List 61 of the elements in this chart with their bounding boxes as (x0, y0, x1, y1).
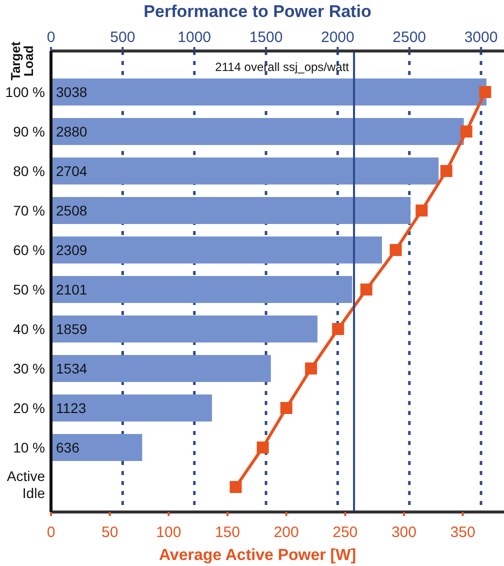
y-tick-label: 40 % (13, 321, 45, 337)
point (280, 402, 292, 414)
bar (51, 394, 212, 422)
x2-axis-title: Average Active Power [W] (158, 547, 356, 564)
x2-tick-label: 50 (101, 524, 118, 541)
data-label: 3038 (56, 84, 88, 100)
y-tick-label: 80 % (13, 163, 45, 179)
data-label: 2101 (56, 282, 88, 298)
y-tick-label: 60 % (13, 242, 45, 258)
y-tick-label: 20 % (13, 400, 45, 416)
y-axis-title: Target Load (8, 40, 36, 80)
x-tick-label: 3000 (464, 29, 498, 46)
data-label: 2508 (56, 202, 88, 218)
y-tick-label: 70 % (13, 202, 45, 218)
y-tick-label: 90 % (13, 124, 45, 140)
bar (51, 197, 410, 224)
x2-tick-label: 300 (391, 524, 417, 541)
bar (51, 276, 352, 303)
x-tick-label: 0 (46, 29, 56, 46)
x-axis-title: Performance to Power Ratio (144, 2, 372, 21)
bar (51, 78, 486, 106)
data-label: 2704 (56, 163, 88, 179)
y-tick-label: 50 % (13, 282, 45, 298)
x2-tick-label: 200 (274, 524, 299, 541)
x-tick-label: 1000 (178, 29, 212, 46)
data-label: 1859 (56, 321, 88, 337)
data-label: 2880 (56, 124, 88, 140)
point (460, 126, 472, 138)
x2-tick-label: 150 (214, 524, 240, 541)
data-label: 1534 (56, 360, 88, 376)
point (360, 284, 372, 296)
bar (51, 434, 142, 461)
x2-tick-label: 0 (46, 524, 56, 541)
bar (51, 158, 439, 184)
point (256, 442, 269, 454)
point (440, 165, 452, 177)
x2-tick-label: 100 (156, 524, 182, 541)
bar (51, 236, 382, 264)
point (416, 204, 428, 216)
y-tick-label: Active Idle (6, 468, 46, 501)
data-label: 2309 (56, 242, 88, 258)
point (390, 244, 402, 256)
x-tick-label: 2000 (320, 29, 354, 46)
bar (51, 355, 271, 382)
y-tick-label: 30 % (13, 360, 45, 376)
x-tick-label: 2500 (392, 29, 426, 46)
bar (51, 316, 318, 342)
ref-line-label: 2114 overall ssj_ops/watt (215, 60, 350, 74)
x2-tick-label: 250 (332, 524, 358, 541)
x-tick-label: 500 (110, 29, 136, 46)
x2-tick-label: 350 (450, 524, 476, 541)
point (230, 481, 242, 493)
point (305, 362, 318, 374)
x-tick-label: 1500 (249, 29, 283, 46)
data-label: 1123 (56, 400, 86, 416)
y-tick-label: 10 % (13, 440, 45, 456)
y-tick-label: 100 % (5, 84, 45, 100)
data-label: 636 (56, 440, 80, 456)
point (332, 323, 344, 335)
bar (51, 118, 464, 145)
point (479, 86, 492, 98)
